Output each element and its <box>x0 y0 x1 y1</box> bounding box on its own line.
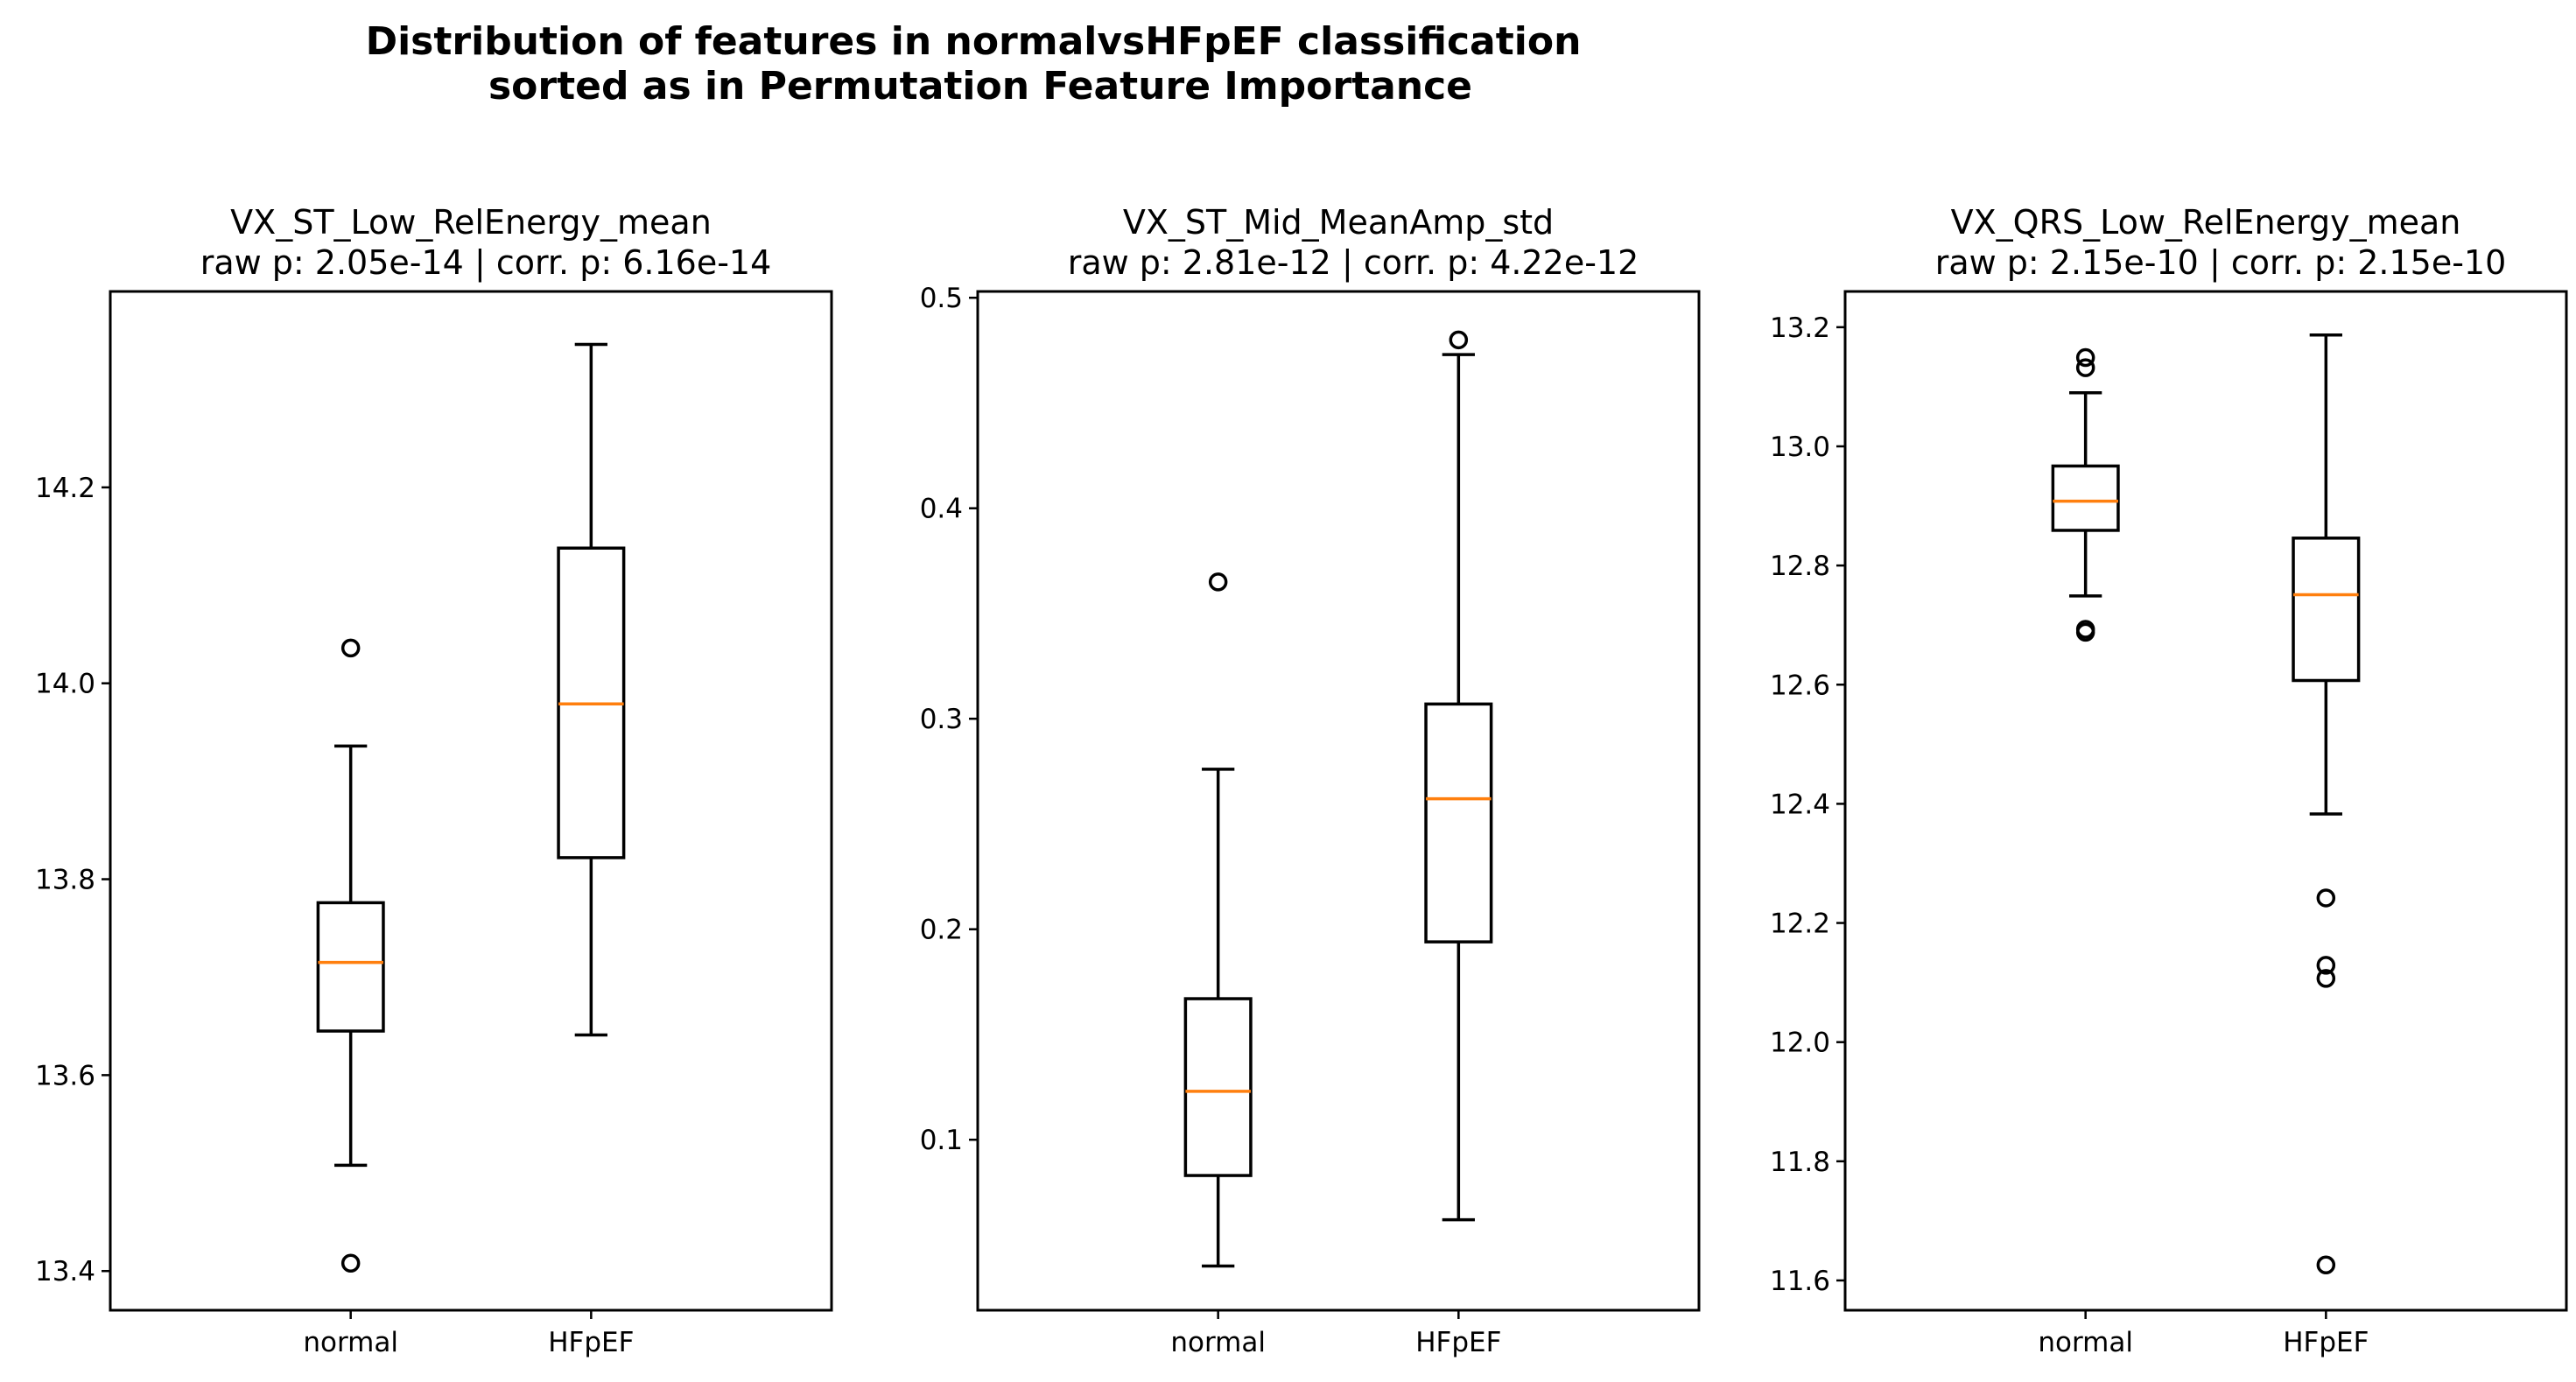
outlier-point <box>2316 969 2336 988</box>
y-tick-label: 0.1 <box>920 1125 963 1156</box>
x-tick-label-normal: normal <box>2038 1327 2133 1358</box>
y-tick-label: 12.0 <box>1770 1028 1830 1059</box>
outlier-point <box>1208 572 1228 592</box>
y-tick-label: 13.6 <box>35 1060 95 1091</box>
x-tick-label-normal: normal <box>1170 1327 1266 1358</box>
outlier-point <box>2316 1255 2336 1275</box>
y-tick-label: 0.2 <box>920 915 963 946</box>
iqr-box <box>2051 464 2120 532</box>
boxplot-normal <box>2051 347 2120 642</box>
boxplot-hfpef <box>1424 330 1493 1222</box>
y-tick-label: 13.2 <box>1770 312 1830 344</box>
outlier-point <box>2316 888 2336 908</box>
x-tick-label-normal: normal <box>303 1327 398 1358</box>
outlier-point <box>340 1253 361 1273</box>
boxplot-normal <box>316 638 385 1273</box>
y-tick-label: 12.2 <box>1770 908 1830 940</box>
y-tick-label: 12.8 <box>1770 551 1830 582</box>
y-tick-label: 0.5 <box>920 283 963 314</box>
outlier-point <box>1449 330 1469 350</box>
iqr-box <box>2292 537 2361 683</box>
outlier-point <box>2316 956 2336 975</box>
boxplot-hfpef <box>2292 333 2361 1275</box>
y-tick-label: 13.0 <box>1770 431 1830 463</box>
x-tick-label-hfpef: HFpEF <box>1415 1327 1501 1358</box>
axes-frame <box>109 290 833 1312</box>
boxplot-hfpef <box>557 342 626 1037</box>
y-tick-label: 12.6 <box>1770 670 1830 701</box>
y-tick-label: 0.4 <box>920 494 963 525</box>
figure-title-line-1: Distribution of features in normalvsHFpE… <box>366 19 1582 64</box>
iqr-box <box>316 901 385 1033</box>
x-tick-label-hfpef: HFpEF <box>2283 1327 2369 1358</box>
y-tick-label: 11.8 <box>1770 1147 1830 1178</box>
panel-subtitle: raw p: 2.15e-10 | corr. p: 2.15e-10 <box>1935 243 2507 283</box>
axes-frame <box>976 290 1701 1312</box>
outlier-point <box>2075 622 2095 642</box>
y-tick-label: 14.2 <box>35 473 95 504</box>
iqr-box <box>1183 997 1253 1177</box>
y-tick-label: 13.8 <box>35 865 95 896</box>
panel-title: VX_ST_Low_RelEnergy_mean <box>230 203 712 242</box>
y-tick-label: 11.6 <box>1770 1266 1830 1297</box>
iqr-box <box>1424 702 1493 944</box>
y-tick-label: 12.4 <box>1770 789 1830 820</box>
panel-title: VX_ST_Mid_MeanAmp_std <box>1123 203 1554 242</box>
y-tick-label: 13.4 <box>35 1256 95 1287</box>
panel-subtitle: raw p: 2.05e-14 | corr. p: 6.16e-14 <box>200 243 772 283</box>
boxplot-normal <box>1183 572 1253 1268</box>
panel-title: VX_QRS_Low_RelEnergy_mean <box>1951 203 2461 242</box>
x-tick-label-hfpef: HFpEF <box>548 1327 634 1358</box>
axes-frame <box>1843 290 2568 1312</box>
y-tick-label: 14.0 <box>35 669 95 700</box>
figure-title-line-2: sorted as in Permutation Feature Importa… <box>488 64 1472 109</box>
outlier-point <box>340 638 361 658</box>
outlier-point <box>2075 358 2095 377</box>
panel-subtitle: raw p: 2.81e-12 | corr. p: 4.22e-12 <box>1068 243 1639 283</box>
outlier-point <box>2075 347 2095 368</box>
y-tick-label: 0.3 <box>920 704 963 735</box>
